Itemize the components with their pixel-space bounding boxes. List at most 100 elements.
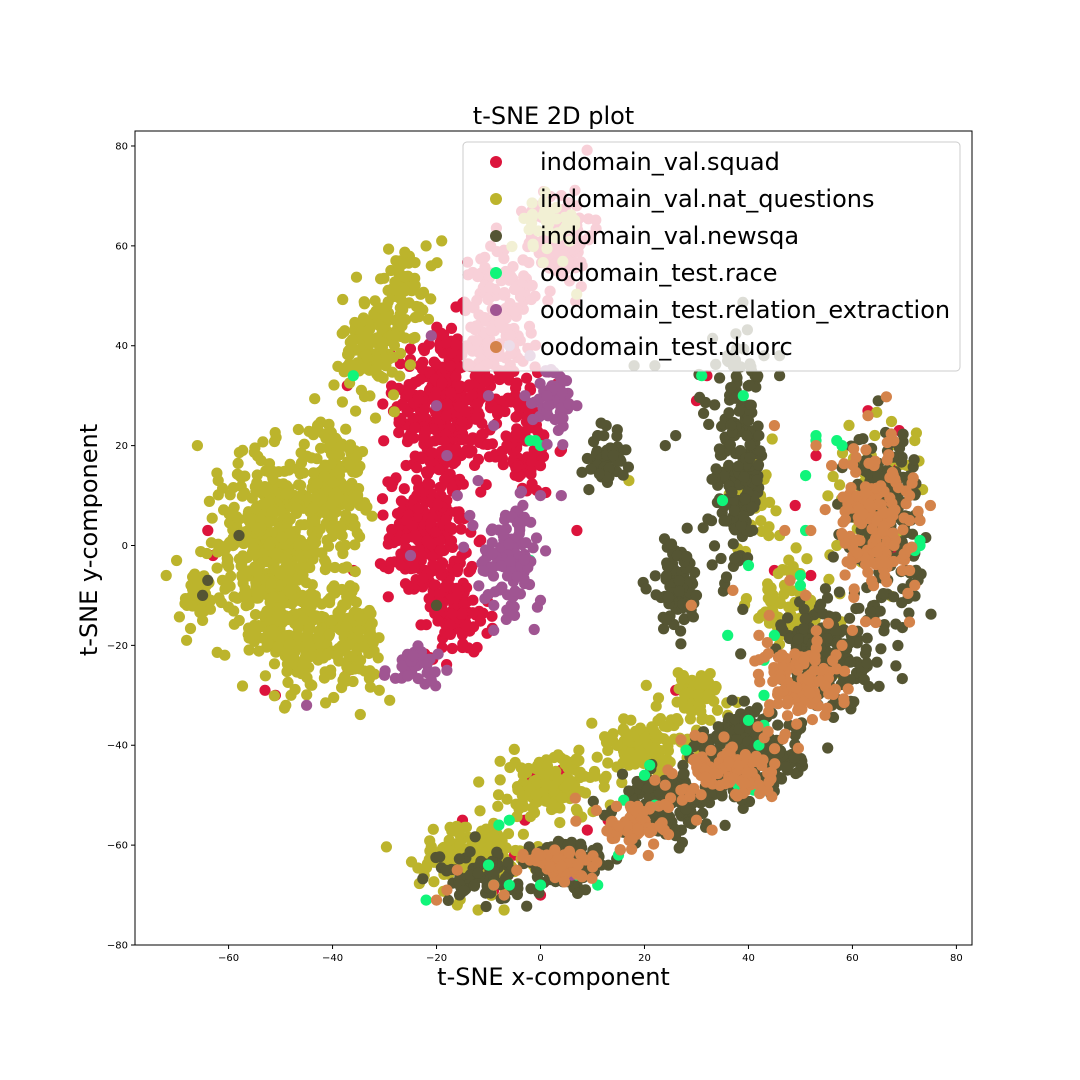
data-point — [623, 785, 635, 797]
data-point — [417, 572, 429, 584]
data-point — [202, 524, 214, 537]
data-point — [363, 629, 376, 641]
data-point — [593, 468, 606, 480]
data-point — [827, 688, 839, 701]
data-point — [473, 580, 485, 592]
data-point — [790, 682, 803, 694]
data-point — [171, 554, 183, 567]
data-point — [679, 613, 691, 625]
data-point — [583, 484, 595, 496]
data-point — [486, 547, 498, 560]
data-point — [340, 599, 352, 611]
data-point — [524, 811, 537, 823]
data-point — [819, 583, 832, 595]
data-point — [304, 622, 316, 634]
data-point — [709, 399, 721, 411]
data-point — [573, 744, 585, 756]
data-point — [903, 607, 915, 619]
data-point — [366, 510, 378, 522]
data-point — [498, 529, 510, 541]
data-point — [529, 435, 541, 447]
data-point — [386, 366, 398, 378]
data-point — [320, 432, 332, 444]
data-point — [373, 684, 385, 696]
data-point — [883, 449, 895, 461]
data-point — [471, 398, 483, 410]
data-point — [673, 842, 685, 854]
data-point — [249, 442, 261, 454]
data-point — [292, 423, 304, 436]
data-point — [350, 596, 362, 608]
data-point — [467, 519, 479, 532]
data-point — [415, 619, 427, 631]
data-point — [417, 873, 429, 885]
data-point — [233, 529, 245, 542]
data-point — [761, 637, 773, 649]
data-point — [381, 300, 393, 312]
data-point — [792, 742, 805, 754]
data-point — [305, 650, 317, 663]
data-point — [498, 904, 510, 916]
data-point — [341, 591, 353, 603]
data-point — [774, 673, 786, 685]
data-point — [197, 589, 209, 602]
data-point — [696, 370, 708, 382]
data-point — [204, 603, 216, 615]
data-point — [436, 377, 448, 389]
data-point — [644, 759, 656, 771]
data-point — [525, 883, 537, 895]
data-point — [676, 673, 688, 686]
data-point — [660, 570, 673, 582]
data-point — [494, 755, 506, 767]
data-point — [283, 638, 295, 650]
data-point — [746, 502, 758, 514]
data-point — [388, 339, 400, 351]
data-point — [361, 501, 373, 513]
data-point — [251, 566, 263, 579]
data-point — [477, 555, 490, 567]
data-point — [488, 624, 500, 637]
data-point — [486, 523, 498, 535]
data-point — [369, 412, 382, 424]
data-point — [464, 846, 476, 858]
data-point — [233, 513, 245, 525]
chart-title: t-SNE 2D plot — [473, 102, 634, 130]
data-point — [822, 490, 834, 502]
data-point — [519, 390, 531, 402]
data-point — [649, 570, 661, 582]
data-point — [663, 591, 675, 604]
data-point — [395, 293, 407, 305]
data-point — [851, 547, 864, 559]
data-point — [424, 835, 436, 847]
data-point — [334, 441, 347, 453]
data-point — [312, 421, 324, 433]
data-point — [242, 565, 254, 577]
data-point — [866, 523, 878, 535]
data-point — [805, 569, 817, 582]
data-point — [390, 255, 402, 267]
data-point — [425, 260, 437, 272]
data-point — [695, 789, 707, 801]
data-point — [749, 655, 761, 667]
data-point — [871, 656, 883, 668]
data-point — [710, 463, 722, 475]
data-point — [716, 790, 728, 802]
data-point — [394, 302, 406, 314]
data-point — [445, 535, 458, 547]
data-point — [746, 756, 758, 768]
data-point — [896, 597, 908, 609]
data-point — [325, 664, 337, 676]
data-point — [520, 537, 532, 549]
data-point — [428, 391, 441, 403]
data-point — [772, 719, 784, 731]
data-point — [238, 589, 250, 601]
data-point — [310, 546, 322, 558]
data-point — [587, 795, 599, 808]
data-point — [822, 617, 834, 629]
data-point — [634, 746, 647, 758]
data-point — [416, 550, 428, 562]
data-point — [459, 406, 471, 418]
data-point — [758, 689, 770, 701]
data-point — [404, 359, 416, 371]
data-point — [867, 580, 880, 592]
